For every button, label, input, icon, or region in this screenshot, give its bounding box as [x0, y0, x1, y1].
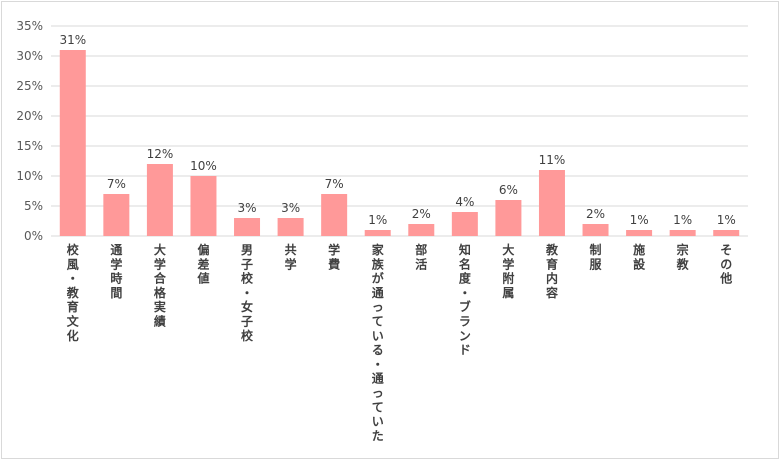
bar [626, 230, 653, 236]
data-label: 31% [59, 33, 86, 47]
data-label: 1% [673, 213, 692, 227]
y-tick-label: 5% [24, 199, 43, 213]
y-axis-ticks: 0% 5% 10% 15% 20% 25% 30% 35% [16, 19, 43, 243]
category-label: 家族が通っている・通っていた [372, 242, 385, 443]
category-label: その他 [719, 243, 732, 286]
y-tick-label: 15% [16, 139, 43, 153]
category-label: 共学 [285, 242, 297, 271]
category-label: 施設 [633, 242, 646, 271]
y-tick-label: 35% [16, 19, 43, 33]
data-label: 1% [717, 213, 736, 227]
data-label: 4% [455, 195, 474, 209]
bar [146, 164, 173, 236]
category-label: 偏差値 [196, 242, 209, 286]
bar [234, 218, 261, 236]
bar [582, 224, 609, 236]
data-label: 7% [325, 177, 344, 191]
category-label: 大学合格実績 [154, 242, 167, 329]
bar [190, 176, 217, 236]
category-label: 制服 [590, 242, 603, 271]
data-label: 6% [499, 183, 518, 197]
y-tick-label: 30% [16, 49, 43, 63]
data-label: 11% [539, 153, 566, 167]
bar [364, 230, 391, 236]
y-tick-label: 25% [16, 79, 43, 93]
y-tick-label: 0% [24, 229, 43, 243]
bar [713, 230, 740, 236]
category-label: 学費 [328, 242, 340, 271]
bar [59, 50, 86, 236]
data-label: 3% [238, 201, 257, 215]
data-label: 1% [630, 213, 649, 227]
category-label: 部活 [415, 242, 427, 271]
bar [321, 194, 348, 236]
category-label: 校風・教育文化 [66, 242, 80, 343]
y-tick-label: 20% [16, 109, 43, 123]
data-label: 3% [281, 201, 300, 215]
bar [538, 170, 565, 236]
data-label: 10% [190, 159, 217, 173]
data-labels: 31% 7% 12% 10% 3% 3% 7% 1% 2% 4% 6% 11% 2% 1% 1% 1% [59, 33, 735, 227]
bar [408, 224, 435, 236]
category-label: 知名度・ブランド [458, 242, 472, 357]
category-label: 大学附属 [502, 242, 514, 300]
data-label: 7% [107, 177, 126, 191]
data-label: 2% [586, 207, 605, 221]
bar [451, 212, 478, 236]
bar [277, 218, 304, 236]
data-label: 2% [412, 207, 431, 221]
bar [669, 230, 696, 236]
data-label: 12% [147, 147, 174, 161]
category-label: 宗教 [676, 242, 690, 271]
bars [59, 50, 740, 236]
category-label: 男子校・女子校 [241, 243, 254, 343]
category-label: 教育内容 [545, 242, 559, 300]
bar [103, 194, 130, 236]
category-label: 通学時間 [110, 242, 122, 300]
category-labels: 校風・教育文化 通学時間 大学合格実績 偏差値 男子校・女子校 共学 学費 家族が通っている・… [66, 242, 732, 443]
y-tick-label: 10% [16, 169, 43, 183]
bar [495, 200, 522, 236]
data-label: 1% [368, 213, 387, 227]
